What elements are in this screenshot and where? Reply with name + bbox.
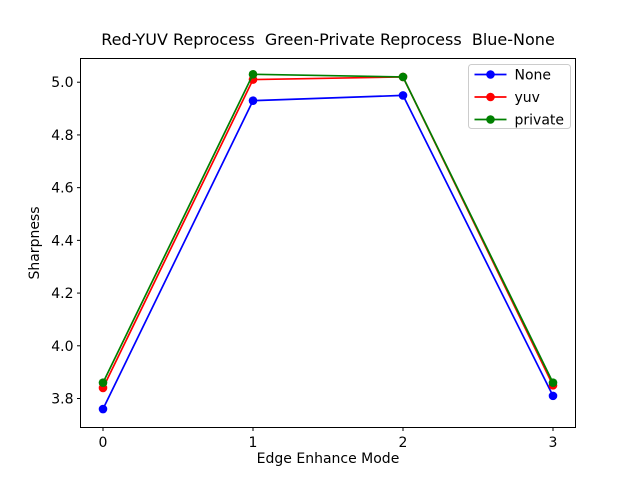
- series-marker-private: [398, 72, 408, 82]
- legend-label-None: None: [515, 68, 552, 84]
- x-tick-label: 3: [549, 435, 558, 451]
- x-axis-label: Edge Enhance Mode: [256, 451, 400, 467]
- legend-label-yuv: yuv: [515, 90, 540, 106]
- series-marker-private: [248, 70, 258, 79]
- series-marker-None: [98, 404, 108, 414]
- series-line-None: [102, 94, 554, 410]
- x-tick-label: 0: [99, 435, 108, 451]
- y-tick-label: 5.0: [51, 75, 73, 91]
- legend-sample-marker-None: [486, 70, 495, 79]
- series-line-private: [102, 73, 554, 384]
- y-tick-label: 4.6: [51, 181, 73, 197]
- chart-title: Red-YUV Reprocess Green-Private Reproces…: [101, 30, 555, 49]
- y-tick-label: 4.8: [51, 128, 73, 144]
- series-marker-None: [398, 91, 408, 100]
- legend-sample-marker-private: [486, 115, 495, 124]
- series-marker-None: [248, 96, 258, 105]
- y-tick-label: 4.2: [51, 286, 73, 302]
- y-axis-label: Sharpness: [27, 206, 43, 280]
- y-tick-label: 3.8: [51, 392, 73, 408]
- y-tick-label: 4.0: [51, 339, 73, 355]
- series-marker-private: [98, 378, 108, 387]
- y-tick-label: 4.4: [51, 233, 73, 249]
- legend-sample-marker-yuv: [486, 92, 495, 102]
- legend-label-private: private: [515, 113, 565, 129]
- plot-border: [80, 58, 576, 428]
- x-tick-label: 1: [249, 435, 258, 451]
- legend-box: [468, 64, 571, 129]
- series-marker-None: [548, 391, 558, 401]
- x-tick-label: 2: [399, 435, 408, 451]
- series-marker-private: [548, 378, 558, 387]
